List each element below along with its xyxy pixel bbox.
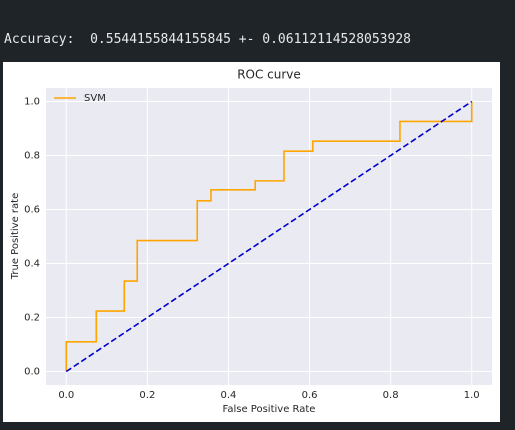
x-tick-label: 0.8: [383, 390, 399, 401]
y-tick-label: 0.2: [24, 313, 40, 324]
x-tick-label: 1.0: [464, 390, 480, 401]
x-tick-label: 0.4: [221, 390, 237, 401]
line: [65, 100, 473, 373]
y-axis-label: True Positive rate: [10, 193, 21, 280]
y-tick-label: 1.0: [24, 97, 40, 108]
x-tick-label: 0.0: [58, 390, 74, 401]
line: [65, 101, 473, 372]
chart: ROC curve False Positive Rate True Posit…: [3, 62, 500, 422]
y-tick-label: 0.6: [24, 205, 40, 216]
legend-label: SVM: [84, 93, 106, 104]
x-tick-label: 0.2: [139, 390, 155, 401]
x-axis-label: False Positive Rate: [223, 404, 316, 415]
x-tick-label: 0.6: [302, 390, 318, 401]
y-tick-label: 0.0: [24, 367, 40, 378]
chart-title: ROC curve: [237, 68, 301, 82]
output-line: Accuracy: 0.5544155844155845 +- 0.061121…: [4, 32, 411, 47]
y-tick-label: 0.8: [24, 151, 40, 162]
y-tick-label: 0.4: [24, 259, 40, 270]
